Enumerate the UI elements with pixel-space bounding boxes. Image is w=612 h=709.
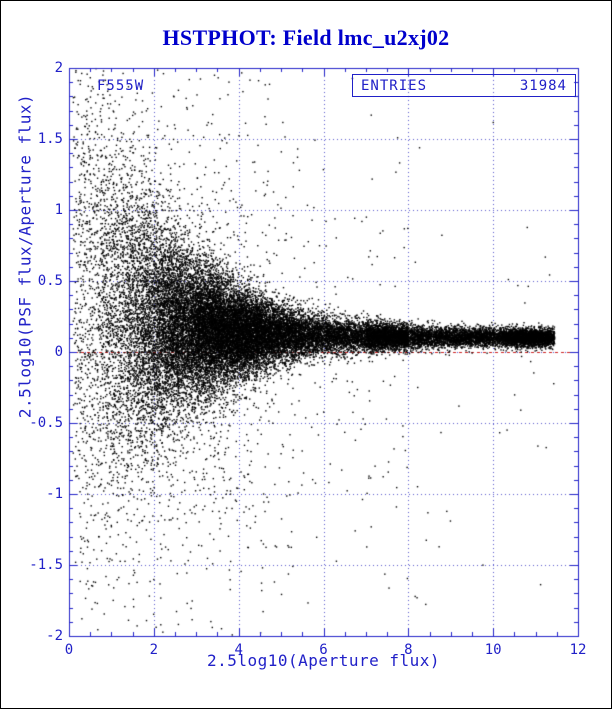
page-title: HSTPHOT: Field lmc_u2xj02	[162, 25, 450, 50]
y-axis-label: 2.5log10(PSF flux/Aperture flux)	[15, 93, 35, 419]
entries-stats-box: ENTRIES 31984	[352, 74, 576, 97]
x-axis-label: 2.5log10(Aperture flux)	[206, 651, 441, 670]
entries-label: ENTRIES	[361, 77, 428, 94]
entries-value: 31984	[519, 77, 567, 94]
filter-label: F555W	[97, 78, 145, 94]
